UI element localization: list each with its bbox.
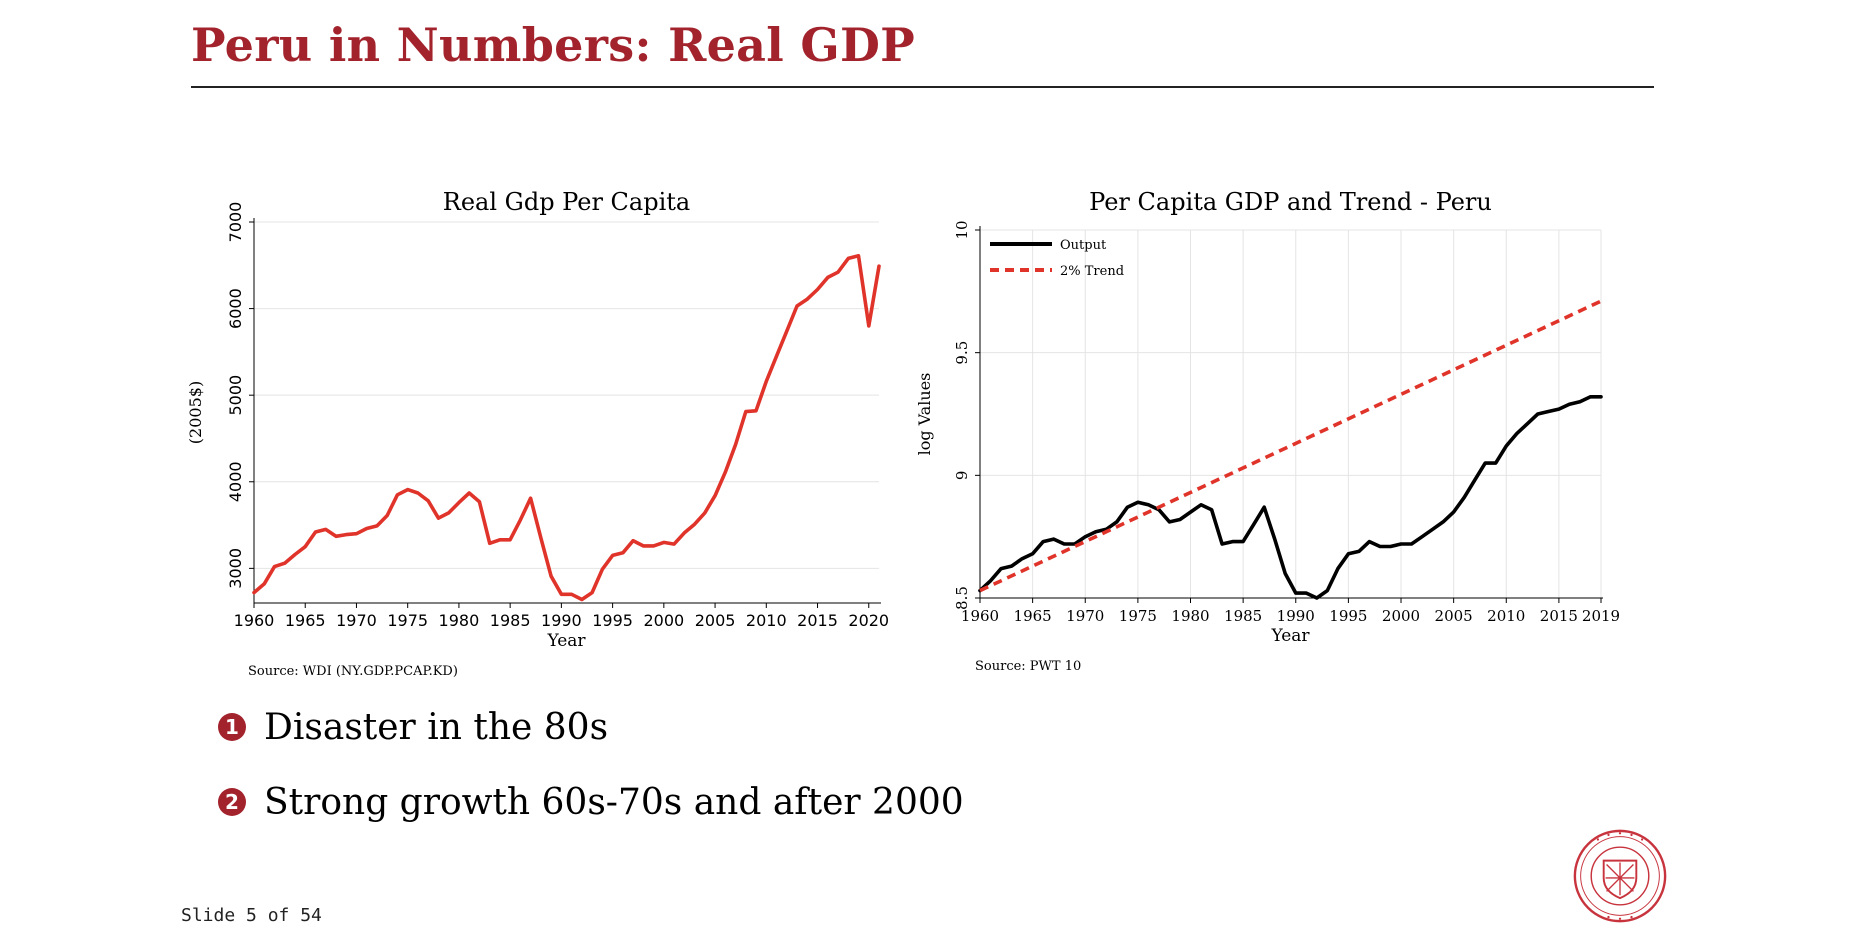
x-tick-label: 2010 [746,611,787,630]
y-axis-label: log Values [915,373,934,456]
bullet-list: 1 Disaster in the 80s 2 Strong growth 60… [218,702,964,852]
x-tick-label: 2015 [1540,607,1578,625]
y-tick-label: 10 [953,220,971,239]
legend-label: Output [1060,238,1107,253]
y-tick-label: 9 [953,471,971,481]
chart-real-gdp-per-capita: 1960 1965 1970 1975 1980 1985 1990 1995 2000 2005… [180,180,900,690]
x-tick-label: 1965 [285,611,326,630]
y-tick-label: 9.5 [953,341,971,365]
x-tick-label: 2005 [695,611,736,630]
slide-title: Peru in Numbers: Real GDP [191,18,916,72]
x-tick-label: 1975 [1119,607,1157,625]
x-tick-label: 1990 [541,611,582,630]
chart-title: Per Capita GDP and Trend - Peru [1089,188,1492,216]
slide-counter: Slide 5 of 54 [181,905,322,926]
x-tick-label: 1990 [1277,607,1315,625]
x-tick-label: 1970 [1066,607,1104,625]
y-tick-label: 7000 [226,202,245,243]
series-line-0 [252,254,881,602]
series-line-1 [979,299,1602,593]
x-tick-label: 2019 [1582,607,1620,625]
title-divider [191,86,1654,88]
y-tick-label: 5000 [226,375,245,416]
bullet-number: 1 [218,713,246,741]
y-tick-label: 6000 [226,288,245,329]
x-tick-label: 1995 [592,611,633,630]
x-tick-label: 2005 [1435,607,1473,625]
bullet-item: 2 Strong growth 60s-70s and after 2000 [218,777,964,827]
x-tick-label: 1985 [1224,607,1262,625]
x-tick-label: 1960 [234,611,275,630]
bullet-number: 2 [218,788,246,816]
bullet-item: 1 Disaster in the 80s [218,702,964,752]
legend-label: 2% Trend [1060,264,1124,279]
x-tick-label: 1995 [1329,607,1367,625]
bullet-text: Disaster in the 80s [264,706,609,748]
university-seal-icon [1573,829,1667,923]
chart-title: Real Gdp Per Capita [443,188,690,216]
x-tick-label: 2000 [1382,607,1420,625]
x-tick-label: 2000 [643,611,684,630]
x-axis-label: Year [546,631,586,651]
x-tick-label: 2010 [1487,607,1525,625]
x-tick-label: 1975 [387,611,428,630]
chart-source-note: Source: PWT 10 [975,659,1081,674]
y-axis-label: (2005$) [186,381,205,444]
x-tick-label: 1985 [490,611,531,630]
x-tick-label: 2015 [797,611,838,630]
y-tick-label: 3000 [226,548,245,589]
chart-per-capita-gdp-trend-svg: 1960 1965 1970 1975 1980 1985 1990 1995 2000 2005… [915,188,1620,674]
x-tick-label: 1960 [961,607,999,625]
chart-source-note: Source: WDI (NY.GDP.PCAP.KD) [248,664,458,679]
chart-real-gdp-per-capita-svg: 1960 1965 1970 1975 1980 1985 1990 1995 2000 2005… [186,188,889,679]
x-tick-label: 1980 [1171,607,1209,625]
bullet-text: Strong growth 60s-70s and after 2000 [264,781,964,823]
x-tick-label: 2020 [848,611,889,630]
x-tick-label: 1980 [439,611,480,630]
x-axis-label: Year [1270,626,1310,646]
y-tick-label: 4000 [226,461,245,502]
series-line-0 [978,395,1603,600]
chart-per-capita-gdp-trend: 1960 1965 1970 1975 1980 1985 1990 1995 2000 2005… [900,180,1620,690]
x-tick-label: 1965 [1014,607,1052,625]
y-tick-label: 8.5 [953,586,971,610]
x-tick-label: 1970 [336,611,377,630]
